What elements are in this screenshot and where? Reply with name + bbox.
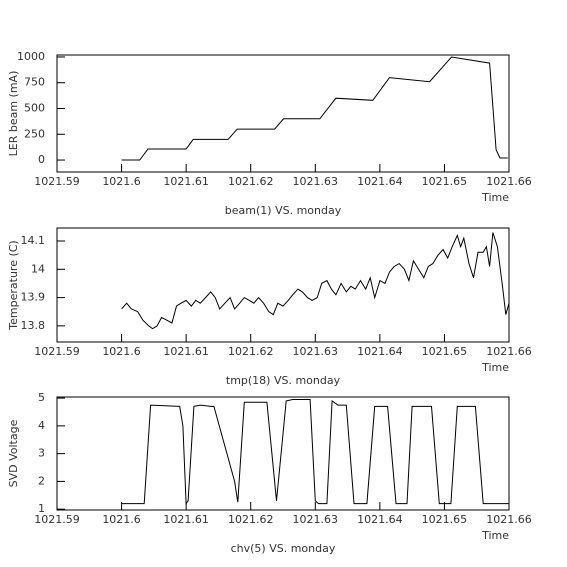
x-tick-label: 1021.63 bbox=[293, 345, 339, 358]
y-tick-label: 250 bbox=[24, 127, 45, 140]
plot-caption: beam(1) VS. monday bbox=[225, 204, 342, 217]
x-tick-label: 1021.64 bbox=[357, 345, 403, 358]
x-tick-label: 1021.62 bbox=[228, 175, 274, 188]
x-tick-label: 1021.62 bbox=[228, 513, 274, 526]
y-tick-label: 13.8 bbox=[21, 319, 46, 332]
x-tick-label: 1021.65 bbox=[422, 175, 468, 188]
y-axis-label: SVD Voltage bbox=[7, 419, 20, 487]
x-tick-label: 1021.61 bbox=[163, 345, 209, 358]
y-tick-label: 2 bbox=[38, 474, 45, 487]
x-tick-label: 1021.59 bbox=[34, 513, 80, 526]
y-tick-label: 500 bbox=[24, 102, 45, 115]
x-tick-label: 1021.65 bbox=[422, 513, 468, 526]
data-line bbox=[121, 56, 508, 161]
x-tick-label: 1021.64 bbox=[357, 175, 403, 188]
x-tick-label: 1021.61 bbox=[163, 513, 209, 526]
y-tick-label: 1 bbox=[38, 502, 45, 515]
y-tick-label: 1000 bbox=[17, 50, 45, 63]
plot-frame bbox=[56, 396, 510, 511]
y-axis-label: LER beam (mA) bbox=[7, 71, 20, 157]
x-tick-label: 1021.64 bbox=[357, 513, 403, 526]
x-axis-label: Time bbox=[481, 361, 509, 374]
y-tick-label: 4 bbox=[38, 419, 45, 432]
x-tick-label: 1021.66 bbox=[486, 345, 532, 358]
y-tick-label: 3 bbox=[38, 447, 45, 460]
x-tick-label: 1021.63 bbox=[293, 513, 339, 526]
y-tick-label: 13.9 bbox=[21, 291, 46, 304]
plot-caption: tmp(18) VS. monday bbox=[226, 374, 341, 387]
x-tick-label: 1021.6 bbox=[102, 345, 141, 358]
x-tick-label: 1021.6 bbox=[102, 175, 141, 188]
y-tick-label: 5 bbox=[38, 391, 45, 404]
y-tick-label: 14 bbox=[31, 262, 45, 275]
x-tick-label: 1021.66 bbox=[486, 513, 532, 526]
y-axis-label: Temperature (C) bbox=[7, 240, 20, 330]
x-tick-label: 1021.63 bbox=[293, 175, 339, 188]
x-tick-label: 1021.61 bbox=[163, 175, 209, 188]
x-tick-label: 1021.59 bbox=[34, 175, 80, 188]
data-line bbox=[121, 232, 510, 330]
x-tick-label: 1021.59 bbox=[34, 345, 80, 358]
x-tick-label: 1021.66 bbox=[486, 175, 532, 188]
plot-frame bbox=[56, 227, 510, 343]
y-tick-label: 14.1 bbox=[21, 234, 46, 247]
data-line bbox=[121, 399, 509, 506]
x-tick-label: 1021.62 bbox=[228, 345, 274, 358]
x-tick-label: 1021.65 bbox=[422, 345, 468, 358]
x-tick-label: 1021.6 bbox=[102, 513, 141, 526]
x-axis-label: Time bbox=[481, 191, 509, 204]
x-axis-label: Time bbox=[481, 529, 509, 542]
plot-caption: chv(5) VS. monday bbox=[231, 542, 336, 555]
y-tick-label: 750 bbox=[24, 76, 45, 89]
plot-frame bbox=[56, 54, 510, 173]
y-tick-label: 0 bbox=[38, 153, 45, 166]
